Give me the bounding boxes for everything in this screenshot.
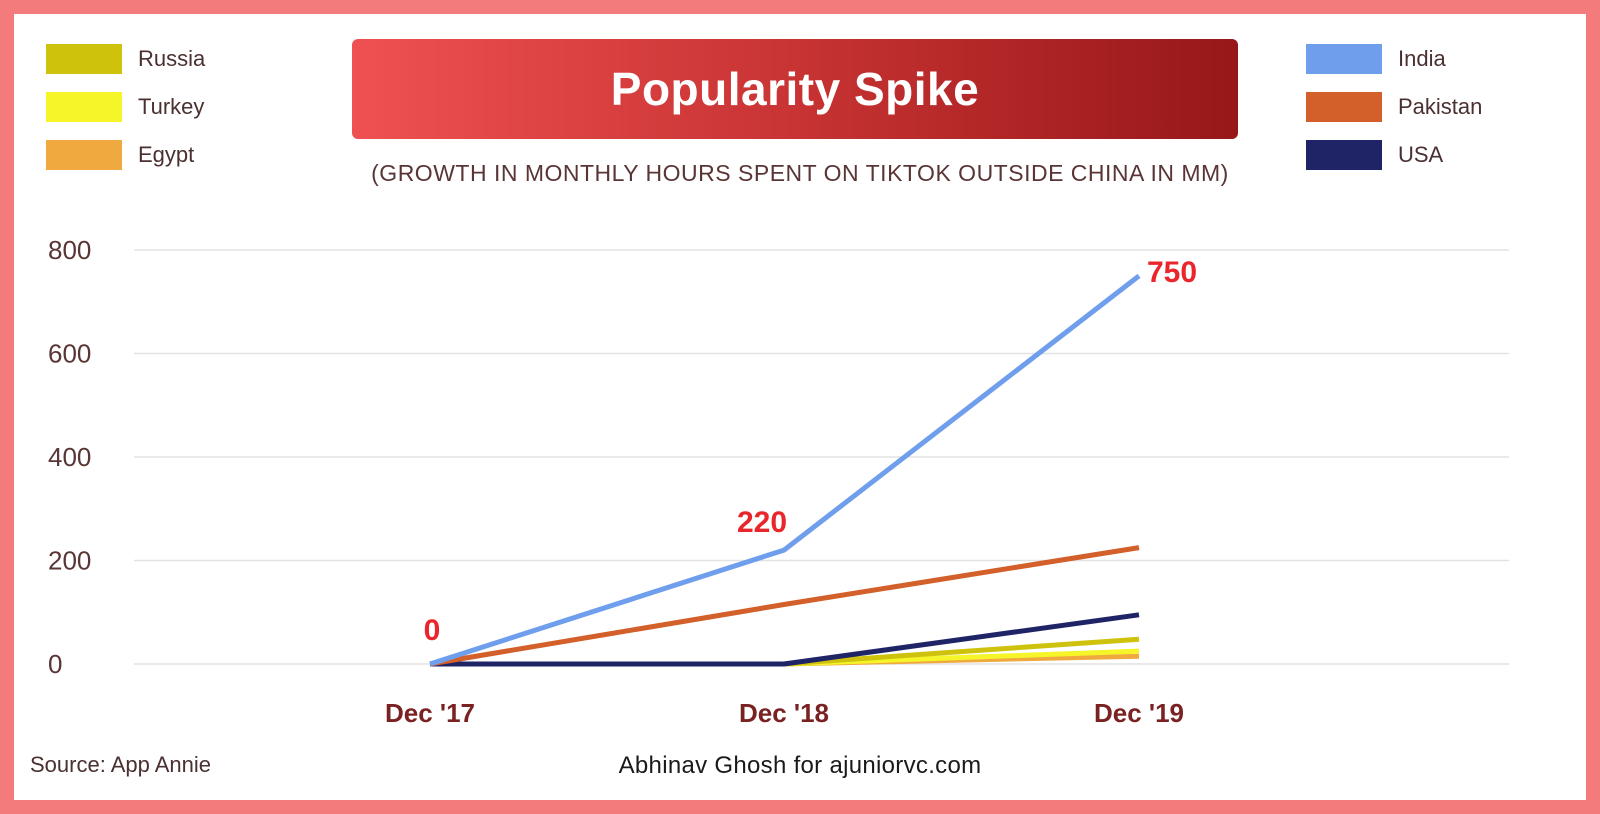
- legend-label-turkey: Turkey: [138, 94, 205, 119]
- y-tick-label-600: 600: [48, 339, 91, 369]
- infographic-panel: Russia Turkey Egypt Popularity Spike (GR…: [14, 14, 1586, 800]
- legend-label-india: India: [1398, 46, 1446, 71]
- legend-swatch-turkey: [46, 92, 122, 122]
- x-tick-label-dec-18: Dec '18: [739, 698, 829, 728]
- legend-swatch-india: [1306, 44, 1382, 74]
- y-tick-label-200: 200: [48, 546, 91, 576]
- line-chart: 0 200 400 600 800 Dec '17 Dec '18 Dec '19 0 220 75…: [48, 235, 1509, 728]
- legend-label-egypt: Egypt: [138, 142, 195, 167]
- x-tick-label-dec-17: Dec '17: [385, 698, 475, 728]
- y-tick-label-0: 0: [48, 649, 62, 679]
- source-note: Source: App Annie: [30, 752, 212, 777]
- chart-title: Popularity Spike: [610, 63, 980, 115]
- credit-line: Abhinav Ghosh for ajuniorvc.com: [618, 752, 982, 779]
- data-label-india-dec-18: 220: [737, 506, 787, 539]
- legend-swatch-egypt: [46, 140, 122, 170]
- series-line-pakistan: [429, 545, 1140, 667]
- series-line-india: [429, 273, 1141, 667]
- x-tick-label-dec-19: Dec '19: [1094, 698, 1184, 728]
- y-tick-label-800: 800: [48, 235, 91, 265]
- legend-label-pakistan: Pakistan: [1398, 94, 1483, 119]
- legend-label-russia: Russia: [138, 46, 206, 71]
- legend-swatch-russia: [46, 44, 122, 74]
- legend-swatch-usa: [1306, 140, 1382, 170]
- chart-subtitle: (GROWTH IN MONTHLY HOURS SPENT ON TIKTOK…: [371, 160, 1229, 186]
- data-label-india-dec-19: 750: [1147, 256, 1197, 289]
- title-banner: Popularity Spike: [352, 39, 1238, 139]
- y-tick-label-400: 400: [48, 442, 91, 472]
- series-line-usa: [430, 612, 1140, 667]
- legend-swatch-pakistan: [1306, 92, 1382, 122]
- legend-label-usa: USA: [1398, 142, 1444, 167]
- data-label-india-dec-17: 0: [424, 614, 441, 647]
